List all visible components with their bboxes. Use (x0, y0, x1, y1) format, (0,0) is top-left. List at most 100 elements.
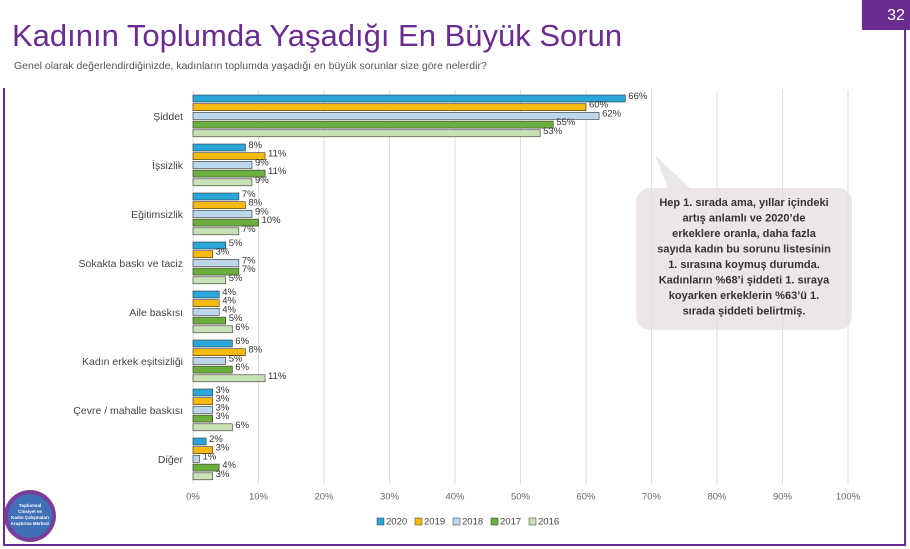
category-label: Eğitimsizlik (131, 209, 184, 221)
callout-text: Kadınların %68’i şiddeti 1. sıraya (659, 274, 830, 286)
bar (192, 178, 253, 187)
callout-text: Hep 1. sırada ama, yıllar içindeki (659, 197, 828, 209)
legend-label: 2020 (386, 517, 407, 528)
bar (192, 446, 213, 455)
bar (192, 290, 220, 299)
bar (192, 299, 220, 308)
value-label: 1% (203, 451, 217, 462)
legend-swatch (528, 517, 537, 526)
value-label: 3% (216, 385, 230, 396)
bar (192, 472, 213, 481)
value-label: 5% (229, 238, 243, 249)
legend-label: 2016 (538, 517, 559, 528)
value-label: 6% (235, 336, 249, 347)
page-number-box (862, 0, 910, 30)
bar (192, 348, 246, 357)
logo-text: Toplumsal (19, 503, 41, 508)
bar (192, 339, 233, 348)
value-label: 10% (262, 215, 282, 226)
x-tick-label: 80% (707, 492, 727, 503)
value-label: 53% (543, 126, 563, 137)
bar (192, 192, 240, 201)
bar (192, 210, 253, 218)
bar (192, 388, 213, 397)
bar (192, 308, 220, 316)
bar (192, 365, 233, 374)
value-label: 5% (229, 273, 243, 284)
value-label: 7% (242, 224, 256, 235)
x-tick-label: 50% (511, 492, 531, 503)
legend-label: 2018 (462, 517, 483, 528)
bar (192, 259, 240, 267)
value-label: 7% (242, 189, 256, 200)
value-label: 62% (602, 108, 622, 119)
value-label: 6% (235, 362, 249, 373)
category-label: Şiddet (153, 111, 183, 123)
bar (192, 218, 259, 227)
legend-label: 2017 (500, 517, 521, 528)
bar (192, 227, 240, 236)
callout-text: 1. sırasına koymuş durumda. (668, 259, 820, 271)
bar (192, 374, 266, 383)
value-label: 9% (255, 157, 269, 168)
value-label: 11% (268, 166, 287, 177)
bar (192, 463, 220, 472)
value-label: 9% (255, 206, 269, 217)
logo-text: Araştırma Merkezi (11, 521, 50, 526)
value-label: 3% (216, 402, 230, 413)
bar (192, 94, 626, 103)
frame (3, 0, 906, 546)
value-label: 3% (216, 469, 230, 480)
callout-text: koyarken erkeklerin %63’ü 1. (669, 290, 819, 302)
bar (192, 129, 541, 138)
value-label: 8% (248, 140, 262, 151)
value-label: 4% (222, 287, 236, 298)
legend-swatch (452, 517, 461, 526)
bar (192, 455, 200, 463)
value-label: 11% (268, 371, 287, 382)
value-label: 3% (216, 247, 230, 258)
bar (192, 169, 266, 178)
value-label: 5% (229, 313, 243, 324)
bar (192, 423, 233, 432)
logo-text: Kadın Çalışmaları (11, 515, 49, 520)
callout-text: erkeklere oranla, daha fazla (672, 228, 817, 240)
bar (192, 267, 240, 276)
value-label: 7% (242, 255, 256, 266)
bar (192, 414, 213, 423)
logo-inner (8, 494, 52, 538)
value-label: 60% (589, 100, 609, 111)
bar (192, 437, 207, 446)
category-label: İşsizlik (152, 159, 184, 172)
x-tick-label: 10% (249, 492, 269, 503)
value-label: 7% (242, 264, 256, 275)
x-tick-label: 30% (380, 492, 400, 503)
logo-text: Cinsiyet ve (18, 509, 42, 514)
value-label: 66% (628, 91, 648, 102)
legend-label: 2019 (424, 517, 445, 528)
x-tick-label: 0% (186, 492, 200, 503)
legend-swatch (376, 517, 385, 526)
value-label: 2% (209, 434, 223, 445)
value-label: 3% (216, 443, 230, 454)
category-label: Sokakta baskı ve taciz (79, 258, 183, 270)
x-tick-label: 40% (445, 492, 465, 503)
bar (192, 161, 253, 169)
callout-text: sırada şiddeti belirtmiş. (683, 305, 806, 317)
x-tick-label: 100% (836, 492, 861, 503)
value-label: 55% (556, 117, 576, 128)
x-tick-label: 60% (576, 492, 596, 503)
value-label: 11% (268, 149, 287, 160)
page-number: 32 (887, 7, 905, 24)
callout-text: artış anlamlı ve 2020’de (683, 212, 806, 224)
value-label: 5% (229, 353, 243, 364)
bar (192, 325, 233, 334)
value-label: 4% (222, 460, 236, 471)
bar (192, 406, 213, 414)
value-label: 8% (248, 345, 262, 356)
bar (192, 143, 246, 152)
category-label: Aile baskısı (129, 307, 183, 319)
bar (192, 112, 600, 120)
legend-swatch (414, 517, 423, 526)
